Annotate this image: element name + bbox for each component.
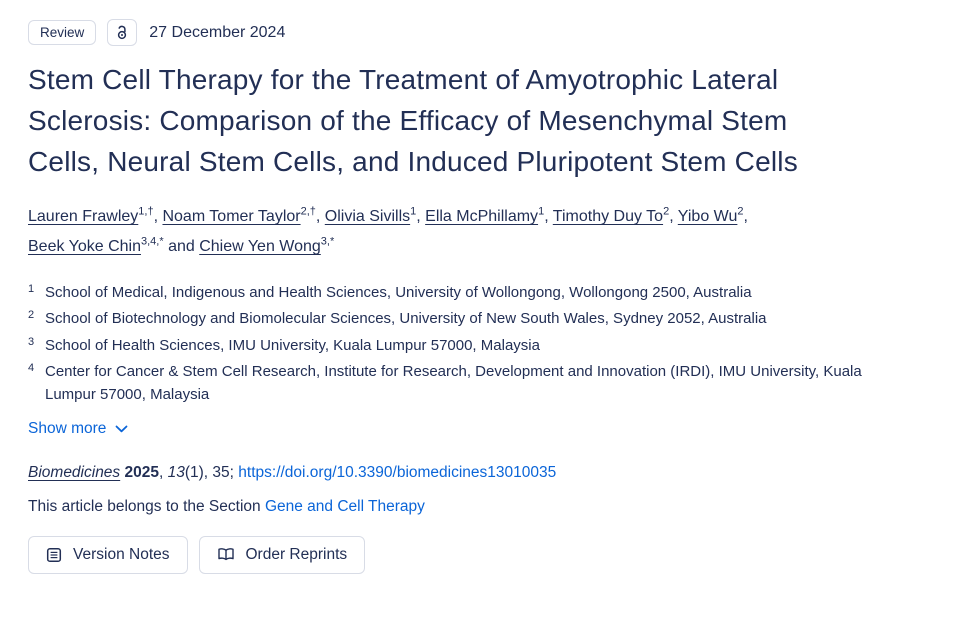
- author: Chiew Yen Wong3,*: [199, 235, 335, 256]
- affiliation-text: School of Medical, Indigenous and Health…: [45, 283, 752, 301]
- author-link[interactable]: Chiew Yen Wong: [199, 238, 321, 256]
- section-link[interactable]: Gene and Cell Therapy: [264, 497, 425, 515]
- author: Olivia Sivills1,: [324, 206, 426, 226]
- author: Lauren Frawley1,†,: [28, 206, 163, 226]
- author-link[interactable]: Yibo Wu: [677, 208, 738, 226]
- author: Timothy Duy To2,: [552, 206, 678, 226]
- article-type-badge: Review: [28, 20, 97, 45]
- author: Beek Yoke Chin3,4,* and: [28, 235, 200, 256]
- author-link[interactable]: Ella McPhillamy: [425, 208, 539, 226]
- author: Ella McPhillamy1,: [425, 206, 553, 226]
- doi-link[interactable]: https://doi.org/10.3390/biomedicines1301…: [238, 464, 557, 482]
- open-book-icon: [217, 547, 235, 562]
- order-reprints-label: Order Reprints: [245, 545, 348, 563]
- affiliation-list: 1 School of Medical, Indigenous and Heal…: [28, 282, 908, 407]
- author-link[interactable]: Lauren Frawley: [28, 208, 139, 226]
- section-line: This article belongs to the Section Gene…: [28, 498, 928, 516]
- author-affiliation-sup: 1,†: [138, 206, 154, 219]
- author-separator: ,: [743, 208, 748, 226]
- open-access-badge: [107, 19, 138, 46]
- author-affiliation-sup: 3,*: [320, 235, 335, 248]
- author-separator: and: [163, 238, 200, 256]
- affiliation-item: 2 School of Biotechnology and Biomolecul…: [28, 308, 908, 331]
- affiliation-text: School of Biotechnology and Biomolecular…: [45, 310, 767, 328]
- affiliation-item: 3 School of Health Sciences, IMU Univers…: [28, 335, 908, 358]
- citation-volume: 13: [167, 464, 185, 482]
- author: Yibo Wu2,: [677, 206, 748, 226]
- author-affiliation-sup: 1: [410, 206, 417, 219]
- affiliation-number: 1: [28, 282, 35, 295]
- section-prefix: This article belongs to the Section: [28, 497, 265, 515]
- author-affiliation-sup: 3,4,*: [140, 235, 164, 248]
- citation-separator: ,: [158, 464, 168, 482]
- affiliation-item: 4 Center for Cancer & Stem Cell Research…: [28, 361, 908, 406]
- author-separator: ,: [544, 208, 553, 226]
- document-notes-icon: [46, 547, 62, 563]
- version-notes-button[interactable]: Version Notes: [28, 535, 188, 574]
- article-header-page: Review 27 December 2024 Stem Cell Therap…: [28, 19, 928, 574]
- citation-issue-pages: (1), 35;: [184, 464, 239, 482]
- affiliation-number: 2: [28, 309, 35, 322]
- affiliation-number: 3: [28, 335, 35, 348]
- author-affiliation-sup: 1: [538, 206, 545, 219]
- author-separator: ,: [153, 208, 163, 226]
- action-buttons-row: Version Notes Order Reprints: [28, 535, 928, 574]
- show-more-button[interactable]: Show more: [28, 420, 128, 438]
- meta-row: Review 27 December 2024: [28, 19, 928, 46]
- citation-line: Biomedicines 2025, 13(1), 35; https://do…: [28, 464, 928, 482]
- journal-link[interactable]: Biomedicines: [28, 464, 121, 482]
- version-notes-label: Version Notes: [73, 545, 170, 563]
- author-affiliation-sup: 2: [663, 206, 670, 219]
- article-title: Stem Cell Therapy for the Treatment of A…: [28, 64, 798, 178]
- show-more-label: Show more: [28, 420, 107, 438]
- author-link[interactable]: Beek Yoke Chin: [28, 238, 141, 256]
- author-link[interactable]: Olivia Sivills: [324, 208, 411, 226]
- affiliation-text: Center for Cancer & Stem Cell Research, …: [45, 363, 862, 403]
- affiliation-number: 4: [28, 362, 35, 375]
- author-separator: ,: [669, 208, 678, 226]
- author-affiliation-sup: 2: [737, 206, 744, 219]
- author-affiliation-sup: 2,†: [300, 206, 316, 219]
- author-link[interactable]: Timothy Duy To: [552, 208, 664, 226]
- open-lock-icon: [114, 24, 130, 41]
- affiliation-item: 1 School of Medical, Indigenous and Heal…: [28, 282, 908, 305]
- affiliation-text: School of Health Sciences, IMU Universit…: [45, 336, 540, 354]
- author-separator: ,: [315, 208, 325, 226]
- chevron-down-icon: [115, 425, 128, 433]
- author-separator: ,: [416, 208, 426, 226]
- author-link[interactable]: Noam Tomer Taylor: [162, 208, 301, 226]
- author-list: Lauren Frawley1,†, Noam Tomer Taylor2,†,…: [28, 202, 808, 261]
- order-reprints-button[interactable]: Order Reprints: [198, 535, 366, 574]
- citation-year: 2025: [124, 464, 159, 482]
- author: Noam Tomer Taylor2,†,: [162, 206, 325, 226]
- publication-date: 27 December 2024: [149, 23, 286, 41]
